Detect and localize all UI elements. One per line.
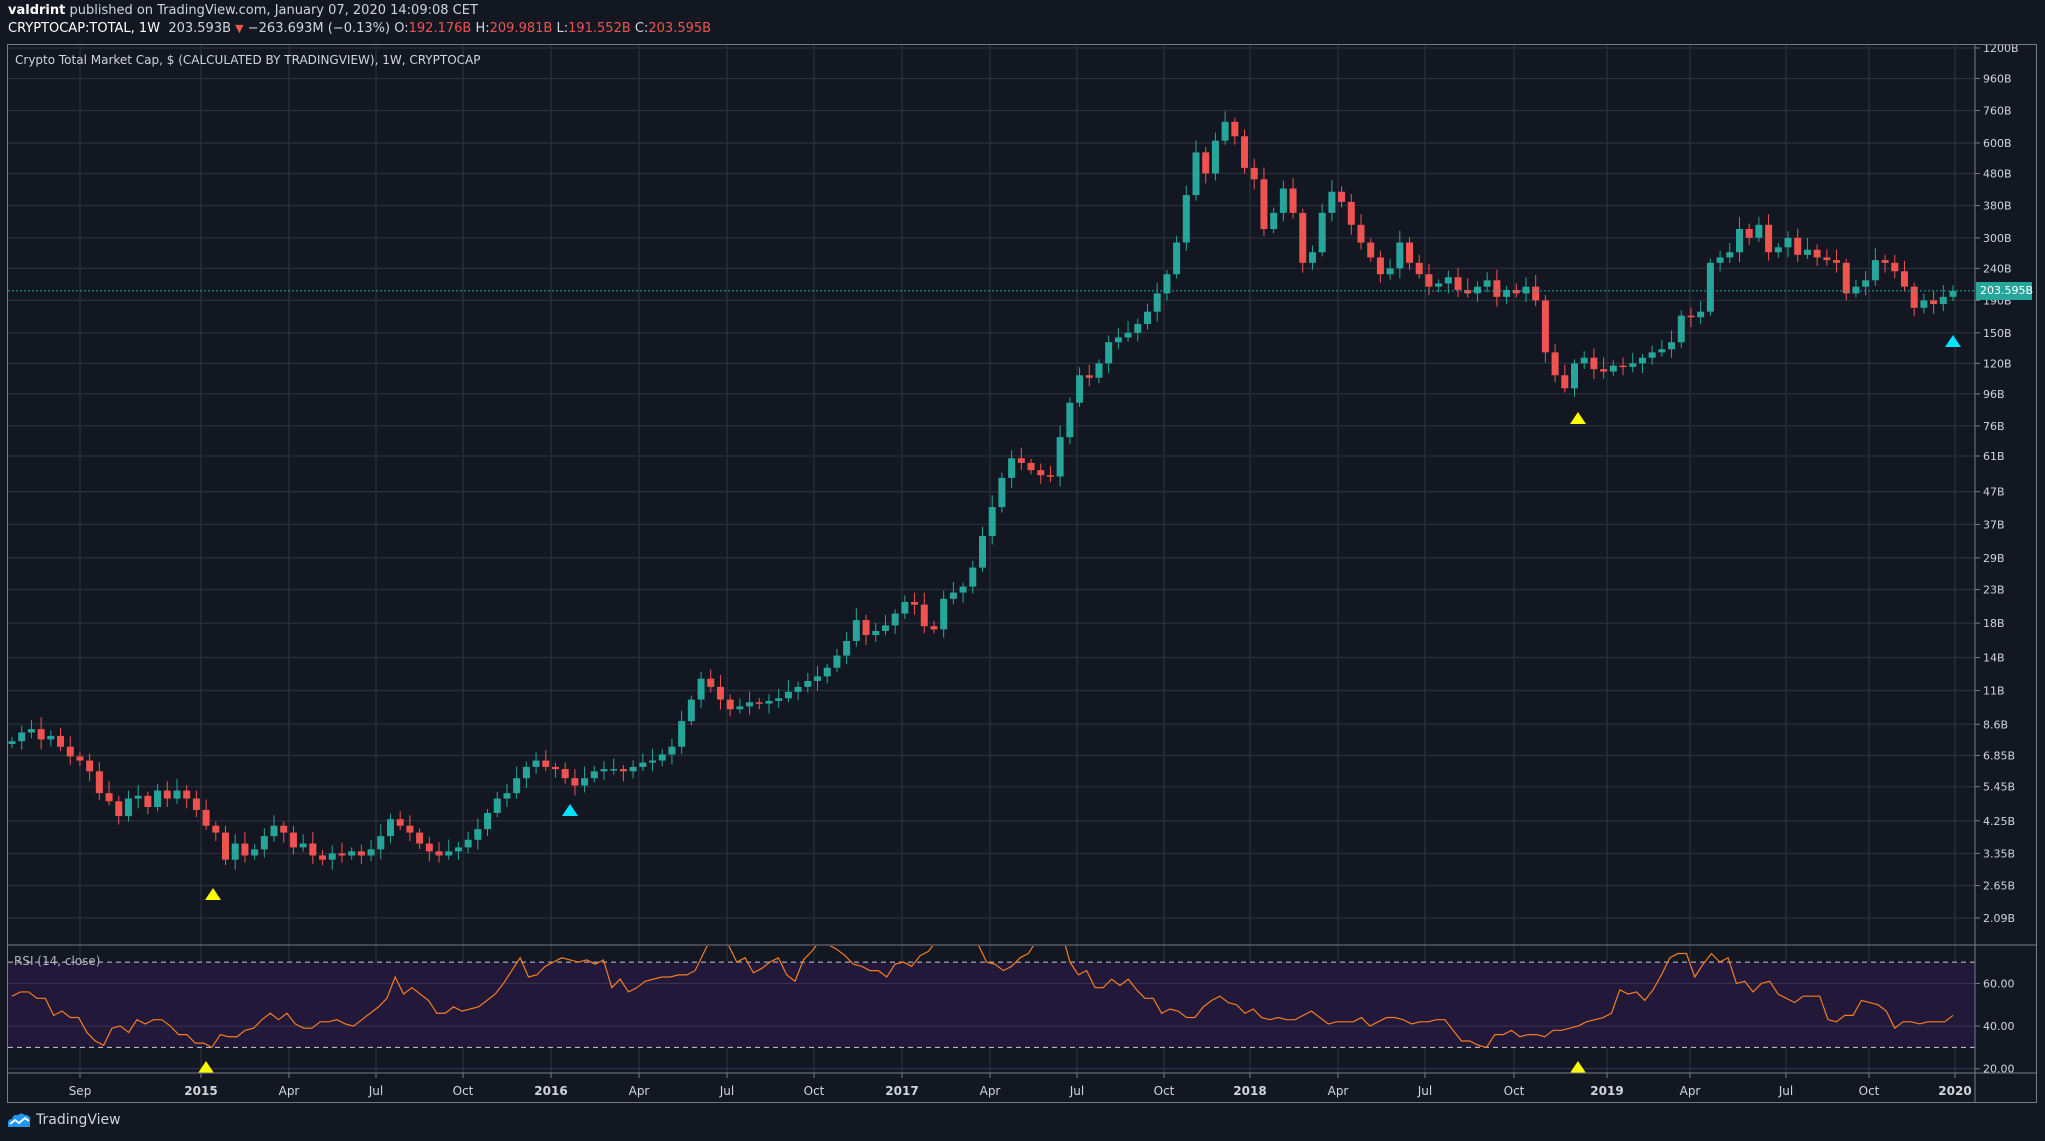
down-arrow-icon: ▼ — [235, 22, 244, 35]
time-axis-label: 2017 — [885, 1084, 918, 1098]
price-change: −263.693M (−0.13%) — [247, 21, 391, 36]
price-axis-label: 2.09B — [1983, 912, 2015, 925]
price-axis-label: 11B — [1983, 685, 2005, 698]
close-value: 203.595B — [648, 21, 712, 36]
price-axis-label: 29B — [1983, 552, 2005, 565]
price-axis-label: 480B — [1983, 167, 2012, 180]
price-axis-label: 120B — [1983, 357, 2012, 370]
price-axis-label: 240B — [1983, 262, 2012, 275]
price-axis-label: 1200B — [1983, 42, 2019, 55]
time-axis-label: Jul — [1778, 1084, 1793, 1098]
open-label: O: — [394, 21, 409, 36]
price-axis-label: 3.35B — [1983, 847, 2015, 860]
time-axis-label: Oct — [1154, 1084, 1175, 1098]
time-axis-label: Jul — [1069, 1084, 1084, 1098]
time-axis-label: Jul — [368, 1084, 383, 1098]
price-axis-label: 2.65B — [1983, 879, 2015, 892]
main-series-legend[interactable]: Crypto Total Market Cap, $ (CALCULATED B… — [15, 53, 481, 67]
rsi-axis-label: 20.00 — [1983, 1063, 2015, 1076]
rsi-line — [11, 946, 1954, 1049]
buy-signal-marker — [1570, 412, 1586, 424]
candles — [8, 111, 1957, 870]
time-axis-label: Sep — [69, 1084, 92, 1098]
price-axis-label: 4.25B — [1983, 815, 2015, 828]
high-value: 209.981B — [489, 21, 553, 36]
symbol-label: CRYPTOCAP:TOTAL, 1W — [8, 21, 161, 36]
rsi-axis-label: 40.00 — [1983, 1020, 2015, 1033]
signal-marker — [562, 804, 578, 816]
time-axis-label: Apr — [629, 1084, 650, 1098]
brand-name: TradingView — [36, 1112, 121, 1128]
price-axis-label: 96B — [1983, 388, 2005, 401]
tradingview-logo[interactable]: TradingView — [6, 1112, 121, 1128]
time-axis-label: 2015 — [184, 1084, 217, 1098]
rsi-axis-label: 60.00 — [1983, 977, 2015, 990]
price-axis-label: 37B — [1983, 518, 2005, 531]
last-price: 203.593B — [168, 21, 232, 36]
chart-frame — [7, 44, 2037, 1103]
price-axis-label: 5.45B — [1983, 781, 2015, 794]
time-axis-label: Apr — [980, 1084, 1001, 1098]
price-axis-label: 960B — [1983, 73, 2012, 86]
low-value: 191.552B — [568, 21, 631, 36]
time-axis-label: Jul — [719, 1084, 734, 1098]
price-axis-label: 23B — [1983, 584, 2005, 597]
time-axis-label: Apr — [1328, 1084, 1349, 1098]
price-axis-label: 61B — [1983, 450, 2005, 463]
low-label: L: — [556, 21, 569, 36]
open-value: 192.176B — [408, 21, 472, 36]
time-axis-label: 2020 — [1938, 1084, 1971, 1098]
price-axis-label: 8.6B — [1983, 718, 2008, 731]
price-axis-label: 150B — [1983, 327, 2012, 340]
price-axis-label: 76B — [1983, 420, 2005, 433]
time-axis-label: 2019 — [1590, 1084, 1623, 1098]
tradingview-cloud-icon — [8, 1113, 31, 1127]
price-grid: 1200B960B760B600B480B380B300B240B190B150… — [8, 42, 2019, 925]
price-axis-label: 18B — [1983, 617, 2005, 630]
ohlc-header: CRYPTOCAP:TOTAL, 1W 203.593B ▼ −263.693M… — [8, 21, 711, 36]
time-axis-label: Oct — [1859, 1084, 1880, 1098]
close-label: C: — [634, 21, 649, 36]
publish-text: published on TradingView.com, January 07… — [65, 3, 478, 18]
time-axis-label: 2018 — [1233, 1084, 1266, 1098]
buy-signal-marker — [205, 888, 221, 900]
price-axis-label: 380B — [1983, 199, 2012, 212]
time-axis-label: Oct — [453, 1084, 474, 1098]
price-axis-label: 760B — [1983, 105, 2012, 118]
time-axis-label: Apr — [1680, 1084, 1701, 1098]
last-price-tag: 203.595B — [1976, 281, 2033, 300]
signal-marker — [1945, 335, 1961, 347]
rsi-band — [8, 962, 1975, 1048]
price-axis-label: 47B — [1983, 486, 2005, 499]
price-axis-label: 14B — [1983, 652, 2005, 665]
price-axis-label: 300B — [1983, 232, 2012, 245]
rsi-legend[interactable]: RSI (14, close) — [14, 954, 101, 968]
rsi-signal-marker — [198, 1061, 214, 1073]
price-axis-label: 6.85B — [1983, 749, 2015, 762]
price-axis-label: 600B — [1983, 137, 2012, 150]
time-axis-label: 2016 — [534, 1084, 567, 1098]
high-label: H: — [475, 21, 490, 36]
time-axis-label: Oct — [1504, 1084, 1525, 1098]
rsi-signal-marker — [1570, 1061, 1586, 1073]
time-axis-label: Oct — [804, 1084, 825, 1098]
publish-info: valdrint published on TradingView.com, J… — [8, 3, 478, 18]
time-axis-label: Jul — [1417, 1084, 1432, 1098]
publisher-name[interactable]: valdrint — [8, 3, 66, 18]
time-axis-label: Apr — [279, 1084, 300, 1098]
